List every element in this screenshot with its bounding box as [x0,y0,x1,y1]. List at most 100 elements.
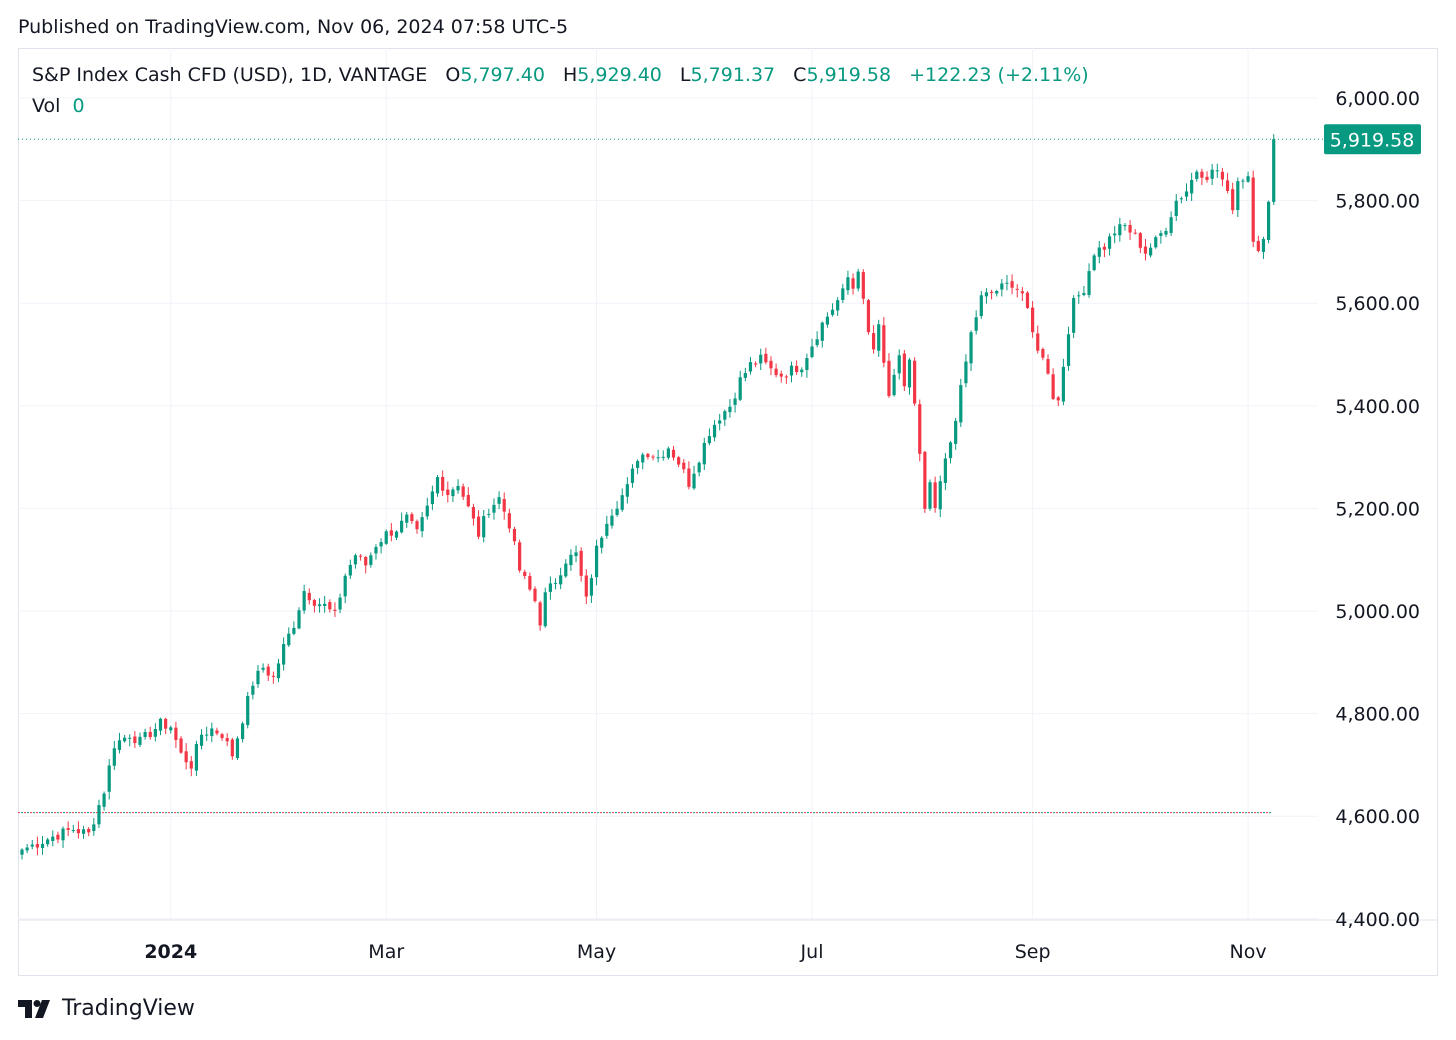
x-tick-label: Nov [1230,941,1267,963]
candle [297,607,301,630]
candle [769,356,773,376]
candle [199,729,204,750]
tradingview-logo[interactable]: TradingView [18,996,195,1021]
open-value: 5,797.40 [460,64,545,86]
candle-body [1179,198,1183,200]
candle [158,717,163,736]
candle [1169,211,1173,236]
y-tick-label: 5,200.00 [1335,498,1420,520]
candle [1092,253,1096,272]
candle [887,353,891,398]
candle [441,470,445,496]
candle [1107,233,1112,256]
candle [210,722,214,743]
candle [1261,236,1266,259]
candle-body [707,436,712,444]
candle [451,487,455,502]
candle-body [877,324,881,351]
candle-body [117,740,122,750]
candle [1015,284,1019,298]
candle-body [61,828,65,841]
candle-body [71,830,75,832]
candle [897,349,901,380]
candle-body [1174,200,1178,216]
candle-body [456,485,460,491]
candle-body [512,528,517,542]
candle [405,511,409,528]
candle-body [779,373,783,377]
candle-body [825,316,830,325]
candle [51,830,55,847]
volume-value: 0 [72,95,85,117]
candle-body [343,575,347,597]
candle [389,523,393,542]
candle-body [1102,246,1107,250]
x-axis: 2024 Mar May Jul Sep Nov [144,941,1266,963]
y-tick-label: 5,000.00 [1335,601,1420,623]
candle [677,456,681,468]
candle [507,508,511,533]
candle-body [256,670,260,685]
candle-body [764,353,768,363]
candle-body [1190,179,1194,194]
y-tick-label: 4,800.00 [1335,704,1420,726]
candle-body [123,737,127,742]
y-axis: 6,000.00 5,800.00 5,600.00 5,400.00 5,200.00… [1335,88,1420,931]
candle [661,450,665,461]
candle [179,736,183,754]
candle-body [374,546,378,554]
candle-body [718,420,722,424]
candle-body [1051,374,1055,399]
candle-body [128,737,132,739]
candle [1082,285,1086,297]
candle-body [918,404,922,454]
candle [1056,395,1060,407]
candle-body [1005,282,1009,284]
candle-body [358,555,363,557]
candle [538,600,542,631]
candle [959,378,963,427]
candle-body [1220,171,1225,180]
candle-body [199,734,204,746]
candle [30,840,34,850]
candle-body [348,564,352,576]
candle [102,791,106,811]
candle-body [410,514,414,522]
candle [984,288,989,304]
candle [759,348,763,371]
candle [107,759,111,800]
candle [610,509,614,529]
candle-body [1031,307,1035,333]
candle-body [1205,176,1209,180]
candle-body [800,369,804,373]
candle [574,545,578,563]
candle [1236,177,1240,218]
candle-body [276,663,281,679]
candle [600,536,604,554]
candle-body [302,591,306,611]
low-label: L [679,64,691,86]
candle-body [1200,171,1204,178]
candle-body [174,727,178,740]
candle [235,736,240,761]
candle-body [984,292,989,297]
symbol-legend: S&P Index Cash CFD (USD), 1D, VANTAGE O5… [32,64,1089,86]
candle [169,725,173,734]
candle-body [784,376,788,378]
candle-body [743,373,747,378]
candle [266,663,270,681]
candle-body [851,278,855,289]
candle-body [415,521,419,530]
candle-body [1077,295,1081,297]
last-price-badge: 5,919.58 [1324,124,1421,155]
candle [948,441,953,464]
candle-body [805,358,809,371]
candle-body [179,738,183,753]
candle-body [897,355,901,374]
candle [1149,243,1153,258]
candlestick-chart[interactable]: 6,000.00 5,800.00 5,600.00 5,400.00 5,200.00… [18,48,1438,976]
candle-body [1128,224,1132,233]
candle [343,573,347,604]
candle [1205,171,1209,183]
candle-body [569,554,573,566]
